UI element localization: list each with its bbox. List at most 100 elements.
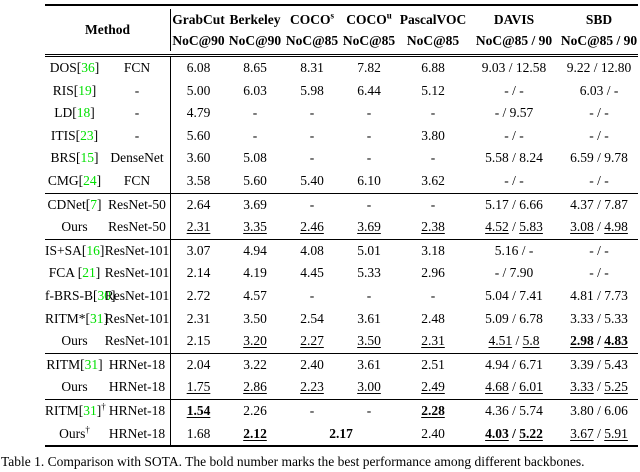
metric-label: NoC@90 (228, 33, 282, 48)
citation-number: 30 (97, 287, 112, 303)
column-header-pascalvoc: PascalVOC NoC@85 (398, 9, 468, 51)
value-cell: - / - (589, 242, 609, 258)
value-cell: - (366, 287, 372, 303)
value-cell: - (366, 196, 372, 212)
value-cell: 4.37 / 7.87 (570, 196, 628, 212)
method-cell: FCA [21] (48, 265, 101, 281)
backbone-cell: - (134, 105, 140, 121)
citation-number: 31 (90, 310, 104, 326)
value-cell: 2.51 (421, 356, 445, 372)
value-cell: - (309, 287, 315, 303)
table-row: BRS[15] DenseNet 3.60 5.08 - - - 5.58 / 8.24 6.5… (45, 147, 638, 170)
value-cell: 6.88 (421, 60, 445, 75)
value-cell: 4.94 (243, 242, 267, 258)
value-cell: 2.40 (300, 356, 324, 372)
dataset-name: COCOs (289, 10, 334, 27)
value-cell: 3.22 (243, 356, 267, 372)
value-cell: 5.01 (357, 242, 381, 258)
value-cell: - / - (504, 172, 524, 188)
method-cell: IS+SA[16] (45, 242, 105, 258)
metric-label: NoC@85 (285, 33, 339, 48)
value-cell: 3.00 (357, 379, 381, 395)
table-row: ITIS[23] - 5.60 - - - 3.80 - / - - / - (45, 124, 638, 148)
method-cell: Ours (61, 219, 88, 235)
table-row: CMG[24] FCN 3.58 5.60 5.40 6.10 3.62 - / - - / - (45, 169, 638, 193)
value-cell: 2.31 (170, 307, 226, 331)
table-row: RITM[31] HRNet-18 2.04 3.22 2.40 3.61 2.51 4.94… (45, 352, 638, 377)
value-cell: 3.18 (421, 242, 445, 258)
value-cell: 9.22 / 12.80 (566, 60, 632, 75)
value-cell: 5.60 (170, 124, 226, 148)
value-cell: 2.98 / 4.83 (570, 333, 628, 349)
column-header-cocou: COCOu NoC@85 (340, 9, 398, 51)
value-cell: - / - (589, 172, 609, 188)
value-cell: 2.14 (170, 262, 226, 285)
value-cell: 4.08 (300, 242, 324, 258)
method-cell: Ours (61, 379, 88, 395)
value-cell: 6.44 (357, 82, 381, 98)
value-cell: 2.49 (421, 379, 445, 395)
table-row: Ours ResNet-50 2.31 3.35 2.46 3.69 2.38 4.52 / … (45, 216, 638, 239)
backbone-cell: ResNet-101 (104, 265, 170, 281)
value-cell: 2.27 (300, 333, 324, 349)
value-cell: 2.96 (421, 265, 445, 281)
method-cell: ITIS[23] (50, 127, 99, 143)
dataset-name: PascalVOC (399, 12, 467, 27)
value-cell: 3.07 (170, 239, 226, 263)
value-cell: - (309, 127, 315, 143)
value-cell: 2.72 (170, 284, 226, 308)
value-cell: 3.39 / 5.43 (570, 356, 628, 372)
table-row: Ours HRNet-18 1.75 2.86 2.23 3.00 2.49 4.68 / 6… (45, 376, 638, 399)
value-cell: 4.57 (243, 287, 267, 303)
value-cell: 5.04 / 7.41 (485, 287, 543, 303)
value-cell: 2.23 (300, 379, 324, 395)
column-header-davis: DAVIS NoC@85 / 90 (468, 9, 560, 51)
dataset-name: SBD (585, 12, 613, 27)
value-cell: 6.03 (243, 82, 267, 98)
value-cell: 5.08 (243, 150, 267, 166)
table-row: RIS[19] - 5.00 6.03 5.98 6.44 5.12 - / - 6.03 / … (45, 79, 638, 103)
value-cell: 4.19 (243, 265, 267, 281)
citation-number: 23 (80, 127, 94, 143)
backbone-cell: ResNet-101 (104, 287, 170, 303)
value-cell: 4.36 / 5.74 (485, 402, 543, 418)
value-cell: 2.64 (170, 193, 226, 217)
value-cell: - (366, 127, 372, 143)
value-cell: 2.38 (421, 219, 445, 235)
value-cell: 2.04 (170, 353, 226, 377)
value-cell: - (252, 127, 258, 143)
method-cell: f-BRS-B[30] (45, 287, 116, 303)
table-row: Ours ResNet-101 2.15 3.20 2.27 3.50 2.31 4.51 /… (45, 330, 638, 353)
value-cell: 4.03 / 5.22 (485, 425, 543, 441)
value-cell: 5.09 / 6.78 (485, 310, 543, 326)
value-cell: 3.80 / 6.06 (570, 402, 628, 418)
value-cell: - (366, 402, 372, 418)
value-cell: - / - (504, 127, 524, 143)
citation-number: 31 (83, 402, 97, 418)
table-caption: Table 1. Comparison with SOTA. The bold … (1, 454, 585, 469)
value-cell: 8.65 (243, 60, 267, 75)
citation-number: 7 (90, 196, 97, 212)
dataset-name: GrabCut (172, 12, 225, 27)
value-cell: - (430, 150, 436, 166)
backbone-cell: FCN (123, 60, 151, 75)
value-cell: 1.54 (170, 399, 226, 423)
value-cell: 2.17 (329, 425, 353, 441)
value-cell: - (309, 150, 315, 166)
backbone-cell: ResNet-50 (108, 196, 166, 212)
value-cell: 1.75 (170, 376, 226, 399)
method-cell: BRS[15] (50, 150, 99, 166)
method-cell: CDNet[7] (47, 196, 102, 212)
value-cell: 5.58 / 8.24 (485, 150, 543, 166)
value-cell: 9.03 / 12.58 (481, 60, 547, 75)
table-row: IS+SA[16] ResNet-101 3.07 4.94 4.08 5.01 3.18 5… (45, 238, 638, 263)
backbone-cell: ResNet-101 (104, 310, 170, 326)
table-row: RITM*[31] ResNet-101 2.31 3.50 2.54 3.61 2.48 5… (45, 307, 638, 331)
value-cell: 2.40 (421, 425, 445, 441)
value-cell: 2.31 (421, 333, 445, 349)
value-cell: 5.17 / 6.66 (485, 196, 543, 212)
value-cell: 5.98 (300, 82, 324, 98)
table-header-row: Method GrabCut NoC@90 Berkeley NoC@90 COCOs No… (45, 6, 638, 57)
metric-label: NoC@85 / 90 (560, 33, 638, 48)
metric-label: NoC@85 (406, 33, 460, 48)
